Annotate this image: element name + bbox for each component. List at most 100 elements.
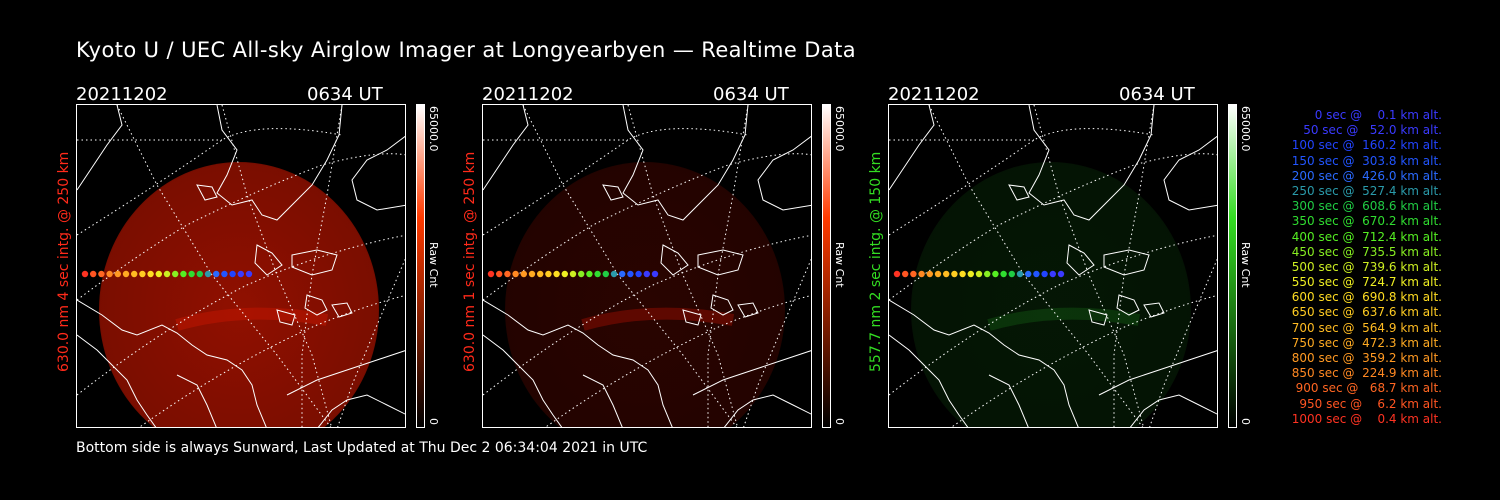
trajectory-point <box>196 270 203 278</box>
legend-row: 650 sec @ 637.6 km alt. <box>1291 305 1442 320</box>
coastline <box>889 334 969 427</box>
trajectory-point <box>180 270 187 278</box>
trajectory-point <box>578 270 585 278</box>
coastline <box>737 302 759 318</box>
coastline <box>889 299 1079 427</box>
colorbar-unit-label: Raw Cnt <box>1239 242 1252 288</box>
trajectory-point <box>602 270 609 278</box>
coastline <box>483 105 529 191</box>
coastline <box>757 135 811 211</box>
colorbar <box>1228 104 1237 428</box>
colorbar <box>416 104 425 428</box>
trajectory-point <box>651 270 659 278</box>
trajectory-point <box>520 270 527 278</box>
panel-date: 20211202 <box>482 84 574 105</box>
coastline <box>582 374 623 427</box>
legend-row: 300 sec @ 608.6 km alt. <box>1291 199 1442 214</box>
trajectory-point <box>1041 270 1048 278</box>
coastline <box>692 350 811 396</box>
legend-row: 450 sec @ 735.5 km alt. <box>1291 244 1442 259</box>
colorbar-min-label: 0 <box>427 418 440 425</box>
coastline <box>77 334 157 427</box>
legend-row: 600 sec @ 690.8 km alt. <box>1291 290 1442 305</box>
all-sky-image <box>77 105 405 427</box>
coastline <box>682 309 702 326</box>
trajectory-point <box>1033 270 1040 278</box>
trajectory-point <box>918 270 925 278</box>
panel-date: 20211202 <box>76 84 168 105</box>
aurora-arc <box>175 307 329 331</box>
legend-row: 400 sec @ 712.4 km alt. <box>1291 229 1442 244</box>
legend-row: 750 sec @ 472.3 km alt. <box>1291 335 1442 350</box>
trajectory-point <box>163 270 171 278</box>
colorbar-min-label: 0 <box>833 418 846 425</box>
coastline <box>889 105 935 191</box>
trajectory-point <box>487 270 495 278</box>
trajectory-point <box>619 270 626 278</box>
coastline <box>660 244 689 276</box>
legend-row: 700 sec @ 564.9 km alt. <box>1291 320 1442 335</box>
imager-panel-630nm-4sec: 20211202 0634 UT 630.0 nm 4 sec intg. @ 25… <box>56 84 486 430</box>
coastline <box>176 374 217 427</box>
coastline <box>276 309 296 326</box>
colorbar-unit-label: Raw Cnt <box>833 242 846 288</box>
coastline <box>1088 309 1108 326</box>
legend-row: 200 sec @ 426.0 km alt. <box>1291 168 1442 183</box>
panel-time: 0634 UT <box>307 84 383 105</box>
trajectory-point <box>1008 270 1015 278</box>
trajectory-point <box>1000 270 1007 278</box>
coastline <box>1066 244 1095 276</box>
trajectory-legend: 0 sec @ 0.1 km alt. 50 sec @ 52.0 km alt.… <box>1262 108 1442 427</box>
trajectory-point <box>114 270 121 278</box>
trajectory-point <box>106 270 113 278</box>
trajectory-point <box>934 270 942 278</box>
trajectory-point <box>204 270 212 278</box>
airglow-sky-disk <box>911 162 1191 427</box>
coastline <box>351 135 405 211</box>
trajectory-point <box>594 270 601 278</box>
imager-panel-630nm-1sec: 20211202 0634 UT 630.0 nm 1 sec intg. @ 25… <box>462 84 892 430</box>
trajectory-point <box>90 270 97 278</box>
coastline <box>1129 394 1217 427</box>
footer-status: Bottom side is always Sunward, Last Upda… <box>76 440 648 456</box>
coastline <box>1116 294 1140 316</box>
page-title: Kyoto U / UEC All-sky Airglow Imager at … <box>76 38 857 62</box>
coastline <box>710 294 734 316</box>
legend-row: 50 sec @ 52.0 km alt. <box>1303 123 1442 138</box>
legend-row: 850 sec @ 224.9 km alt. <box>1291 366 1442 381</box>
trajectory-point <box>504 270 511 278</box>
coastline <box>483 299 673 427</box>
all-sky-map <box>76 104 406 428</box>
trajectory-point <box>561 270 568 278</box>
coastline <box>1163 135 1217 211</box>
coastline <box>697 249 744 276</box>
trajectory-point <box>237 270 244 278</box>
trajectory-point <box>172 270 179 278</box>
airglow-sky-disk <box>99 162 379 427</box>
coastline <box>483 334 563 427</box>
panel-wavelength-label: 630.0 nm 1 sec intg. @ 250 km <box>462 151 478 372</box>
trajectory-point <box>229 270 236 278</box>
panel-time: 0634 UT <box>713 84 789 105</box>
legend-row: 250 sec @ 527.4 km alt. <box>1291 183 1442 198</box>
lat-lon-grid-line <box>1149 258 1217 427</box>
coastline <box>988 374 1029 427</box>
coastline <box>1098 350 1217 396</box>
colorbar-max-label: 65000.0 <box>427 106 440 152</box>
trajectory-point <box>902 270 909 278</box>
legend-row: 1000 sec @ 0.4 km alt. <box>1291 411 1442 426</box>
trajectory-point <box>188 270 195 278</box>
colorbar-max-label: 65000.0 <box>833 106 846 152</box>
legend-row: 100 sec @ 160.2 km alt. <box>1291 138 1442 153</box>
trajectory-point <box>528 270 536 278</box>
coastline <box>254 244 283 276</box>
coastline <box>1008 184 1030 201</box>
trajectory-point <box>139 270 146 278</box>
coastline <box>291 249 338 276</box>
trajectory-point <box>635 270 642 278</box>
trajectory-point <box>1025 270 1032 278</box>
trajectory-point <box>1057 270 1065 278</box>
trajectory-point <box>627 270 634 278</box>
trajectory-point <box>1016 270 1024 278</box>
all-sky-map <box>482 104 812 428</box>
